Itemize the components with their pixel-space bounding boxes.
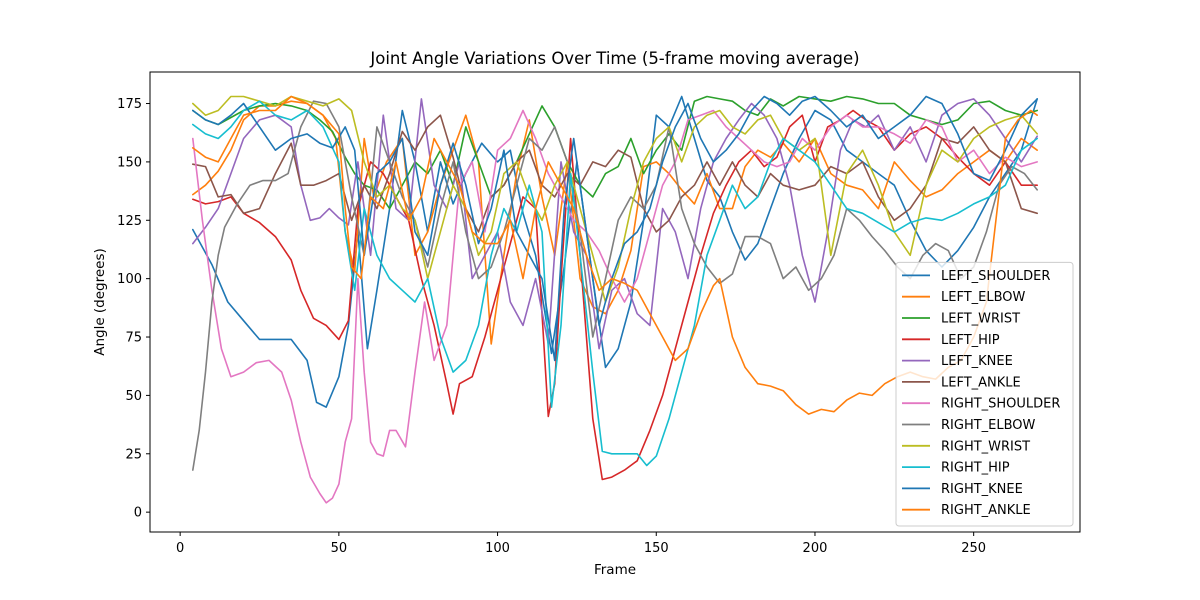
chart-title: Joint Angle Variations Over Time (5-fram… [369,49,859,68]
y-tick-label: 50 [125,389,142,404]
y-axis-label: Angle (degrees) [92,248,108,356]
x-axis-ticks: 0 50 100 150 200 250 [176,532,986,556]
series-line-left-ankle [192,114,1038,233]
legend-label: RIGHT_KNEE [941,482,1023,497]
legend-label: LEFT_WRIST [941,312,1020,327]
y-tick-label: 75 [125,331,142,346]
legend-label: LEFT_ELBOW [941,290,1026,305]
series-line-left-knee [192,98,1038,350]
series-lines [192,95,1038,504]
series-line-left-hip [192,109,1038,481]
x-tick-label: 100 [485,541,510,556]
series-line-right-wrist [192,95,1038,303]
legend-box [895,261,1074,527]
y-axis-ticks: 0 25 50 75 100 125 150 175 [117,97,150,521]
legend-label: RIGHT_ANKLE [941,503,1031,518]
legend-label: RIGHT_ELBOW [941,418,1036,433]
y-tick-label: 0 [134,506,142,521]
series-line-right-elbow [192,100,1038,471]
y-tick-label: 25 [125,447,142,462]
legend-label: LEFT_KNEE [941,354,1013,369]
y-tick-label: 150 [117,155,142,170]
y-tick-label: 125 [117,214,142,229]
x-tick-label: 0 [176,541,184,556]
legend-label: RIGHT_WRIST [941,439,1030,454]
legend-label: RIGHT_HIP [941,461,1010,476]
y-tick-label: 100 [117,272,142,287]
plot-frame [149,71,1081,533]
legend-label: LEFT_SHOULDER [941,269,1050,284]
x-tick-label: 200 [803,541,828,556]
series-line-right-hip [192,100,1038,467]
legend: LEFT_SHOULDER LEFT_ELBOW LEFT_WRIST LEFT_HI… [895,261,1074,527]
legend-label: LEFT_HIP [941,333,1000,348]
legend-label: LEFT_ANKLE [941,375,1021,390]
y-tick-label: 175 [117,97,142,112]
x-tick-label: 50 [331,541,348,556]
series-line-right-shoulder [192,109,1038,504]
legend-label: RIGHT_SHOULDER [941,397,1060,412]
x-tick-label: 150 [644,541,669,556]
x-tick-label: 250 [961,541,986,556]
x-axis-label: Frame [594,562,636,578]
